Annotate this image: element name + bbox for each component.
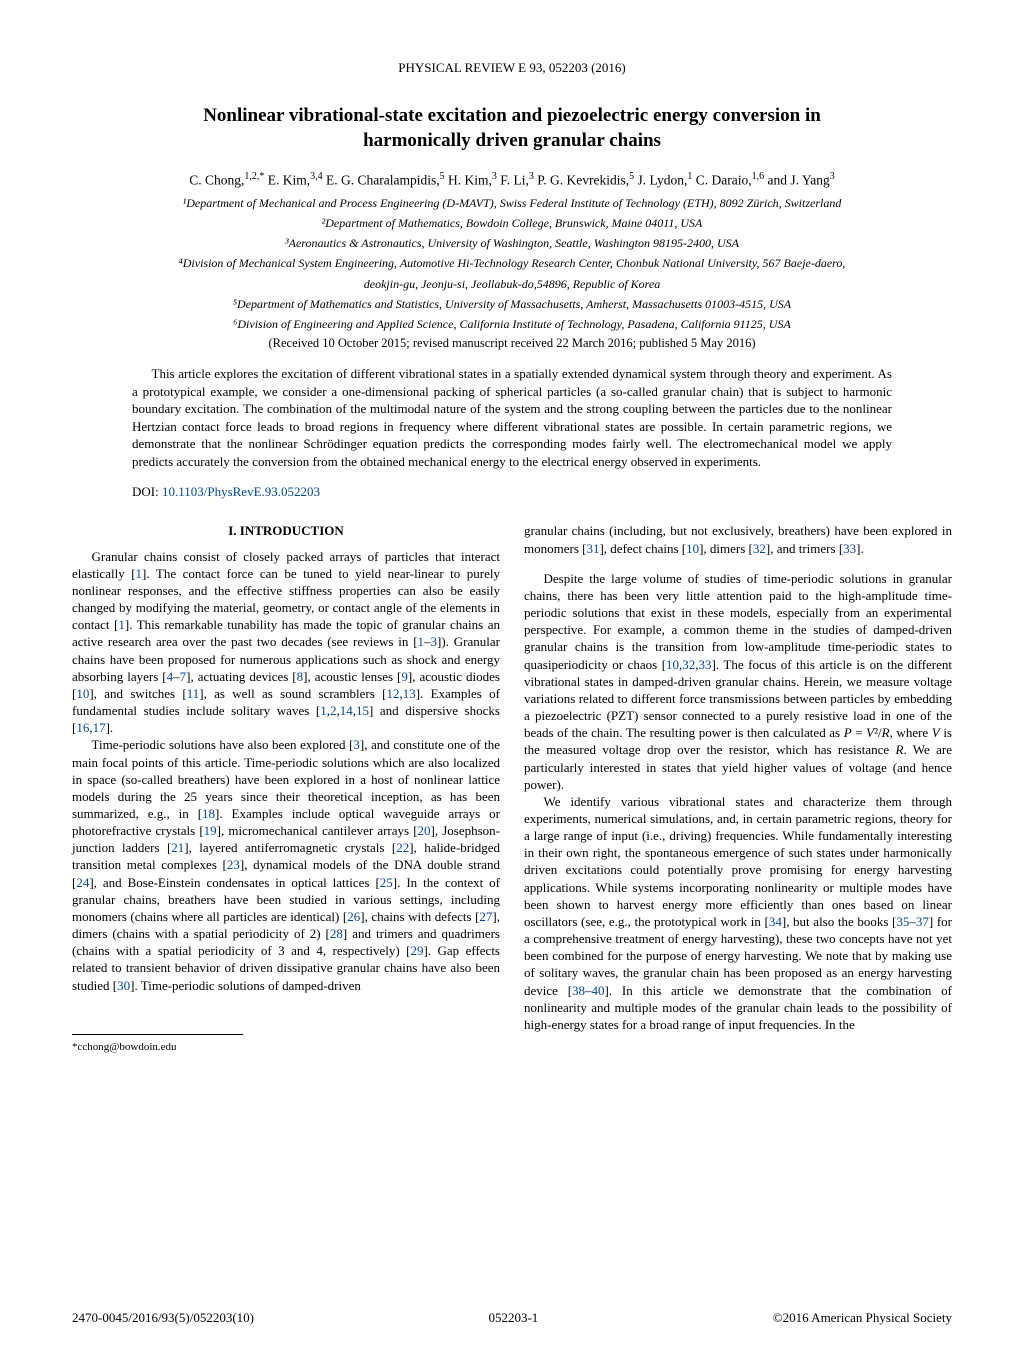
body-columns: I. INTRODUCTION Granular chains consist … xyxy=(72,522,952,1054)
authors-line: C. Chong,1,2,* E. Kim,3,4 E. G. Charalam… xyxy=(72,171,952,189)
col1-para-2: Time-periodic solutions have also been e… xyxy=(72,736,500,993)
affiliation-6: ⁶Division of Engineering and Applied Sci… xyxy=(72,316,952,332)
journal-header: PHYSICAL REVIEW E 93, 052203 (2016) xyxy=(72,60,952,76)
column-left: I. INTRODUCTION Granular chains consist … xyxy=(72,522,500,1054)
footer-right: ©2016 American Physical Society xyxy=(773,1310,952,1326)
col1-para-1: Granular chains consist of closely packe… xyxy=(72,548,500,737)
affiliation-4: ⁴Division of Mechanical System Engineeri… xyxy=(72,255,952,271)
doi-link[interactable]: 10.1103/PhysRevE.93.052203 xyxy=(162,484,320,499)
affiliation-1: ¹Department of Mechanical and Process En… xyxy=(72,195,952,211)
page-footer: 2470-0045/2016/93(5)/052203(10) 052203-1… xyxy=(72,1310,952,1326)
col2-para-1: granular chains (including, but not excl… xyxy=(524,522,952,556)
abstract-text: This article explores the excitation of … xyxy=(132,365,892,470)
affiliation-3: ³Aeronautics & Astronautics, University … xyxy=(72,235,952,251)
article-title: Nonlinear vibrational-state excitation a… xyxy=(72,104,952,153)
column-right: granular chains (including, but not excl… xyxy=(524,522,952,1054)
col2-para-3: We identify various vibrational states a… xyxy=(524,793,952,1033)
footer-center: 052203-1 xyxy=(488,1310,538,1326)
section-1-heading: I. INTRODUCTION xyxy=(72,522,500,539)
title-line-1: Nonlinear vibrational-state excitation a… xyxy=(72,104,952,129)
col2-para-2: Despite the large volume of studies of t… xyxy=(524,570,952,793)
title-line-2: harmonically driven granular chains xyxy=(72,129,952,154)
doi-line: DOI: 10.1103/PhysRevE.93.052203 xyxy=(132,484,892,500)
doi-label: DOI: xyxy=(132,484,159,499)
corresponding-footnote: *cchong@bowdoin.edu xyxy=(72,1034,243,1055)
affiliation-5: ⁵Department of Mathematics and Statistic… xyxy=(72,296,952,312)
affiliation-4b: deokjin-gu, Jeonju-si, Jeollabuk-do,5489… xyxy=(72,276,952,292)
affiliation-2: ²Department of Mathematics, Bowdoin Coll… xyxy=(72,215,952,231)
received-dates: (Received 10 October 2015; revised manus… xyxy=(72,336,952,351)
footer-left: 2470-0045/2016/93(5)/052203(10) xyxy=(72,1310,254,1326)
